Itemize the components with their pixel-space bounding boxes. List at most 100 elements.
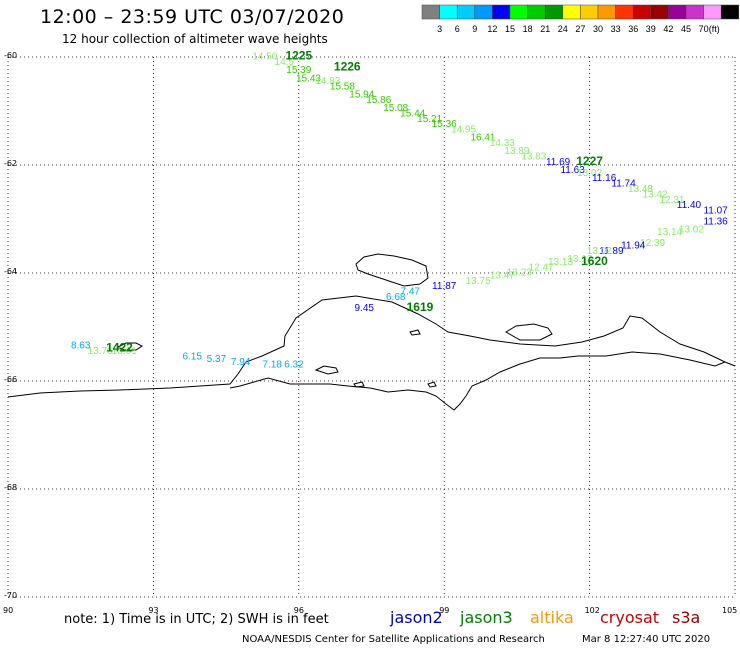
longitude-label: 93: [148, 606, 159, 615]
ice-lobe: [353, 381, 365, 388]
wave-height-value: 15.36: [432, 119, 457, 130]
longitude-label: 90: [3, 606, 14, 615]
wave-height-value: 15.86: [366, 95, 391, 106]
footer-credit: NOAA/NESDIS Center for Satellite Applica…: [242, 634, 545, 645]
latitude-label: -68: [4, 483, 18, 492]
wave-height-value: 13.02: [577, 168, 602, 179]
pass-time-labels: 1225 1226 1227 1620 1619 1422: [106, 49, 608, 355]
wave-height-observations: 14.5014.515.3915.4314.8315.5815.9415.861…: [71, 52, 728, 371]
wave-height-value: 13.76: [88, 346, 113, 357]
footer-timestamp: Mar 8 12:27:40 UTC 2020: [582, 634, 711, 645]
wave-height-value: 13.75: [466, 276, 491, 287]
longitude-label: 105: [722, 606, 738, 615]
satellite-label-cryosat: cryosat: [600, 608, 660, 627]
wave-height-value: 12.39: [640, 238, 665, 249]
pass-time-label: 1226: [334, 60, 361, 74]
wave-height-value: 11.36: [703, 216, 728, 227]
wave-height-value: 11.87: [432, 281, 457, 292]
wave-height-value: 5.37: [207, 354, 227, 365]
wave-height-value: 8.63: [71, 341, 91, 352]
colorbar-tick-label: 24: [558, 24, 568, 34]
wave-height-value: 11.89: [599, 246, 624, 257]
colorbar-tick-label: 36: [628, 24, 638, 34]
wave-height-value: 13.47: [490, 270, 515, 281]
wave-height-value: 15.94: [349, 90, 374, 101]
latitude-label: -70: [4, 591, 18, 600]
wave-height-value: 13.14: [657, 227, 682, 238]
longitude-label: 96: [293, 606, 304, 615]
latitude-label: -66: [4, 375, 18, 384]
wave-height-value: 11.74: [611, 179, 636, 190]
colorbar-tick-label: 3: [437, 24, 442, 34]
map-title: 12:00 – 23:59 UTC 03/07/2020: [40, 6, 345, 28]
pass-time-label: 1225: [285, 49, 312, 63]
wave-height-colorbar: 3 6 9 12 15 18 21 24 27 30 33 36 39 42 45 70 (ft): [421, 4, 740, 34]
colorbar-tick-label: 39: [646, 24, 656, 34]
wave-height-value: 13.89: [504, 146, 529, 157]
wave-height-value: 15.08: [383, 103, 408, 114]
pass-time-label: 1422: [106, 340, 133, 354]
wave-height-value: 15.58: [330, 81, 355, 92]
wave-height-value: 11.63: [560, 165, 585, 176]
colorbar-tick-label: 30: [593, 24, 603, 34]
longitude-label: 102: [584, 606, 600, 615]
wave-height-value: 16.41: [470, 133, 495, 144]
ice-lobe: [427, 381, 437, 388]
colorbar-swatch: [720, 4, 740, 20]
wave-height-value: 11.40: [677, 200, 702, 211]
wave-height-value: 14.95: [451, 125, 476, 136]
wave-height-value: 6.32: [284, 360, 304, 371]
pass-time-label: 1619: [407, 300, 434, 314]
wave-height-value: 11.94: [621, 241, 646, 252]
footer-note: note: 1) Time is in UTC; 2) SWH is in fe…: [64, 612, 329, 627]
colorbar-unit: (ft): [709, 24, 720, 34]
latitude-label: -60: [4, 51, 18, 60]
wave-height-value: 7.94: [231, 357, 251, 368]
satellite-label-jason3: jason3: [460, 608, 513, 627]
colorbar-tick-label: 70: [699, 24, 709, 34]
colorbar-tick-label: 6: [455, 24, 460, 34]
wave-height-value: 13.48: [628, 184, 653, 195]
graticule: [7, 56, 736, 598]
colorbar-tick-label: 27: [575, 24, 585, 34]
wave-height-value: 11.16: [592, 173, 617, 184]
ice-lobe: [409, 329, 421, 336]
wave-height-value: 13.42: [643, 189, 668, 200]
colorbar-tick-label: 15: [505, 24, 515, 34]
colorbar-tick-label: 12: [487, 24, 497, 34]
wave-height-value: 14.50: [252, 52, 277, 63]
island-east: [505, 323, 553, 341]
wave-height-value: 13.02: [587, 246, 612, 257]
wave-height-value: 11.07: [703, 206, 728, 217]
satellite-label-s3a: s3a: [672, 608, 701, 627]
wave-height-value: 7.18: [262, 360, 282, 371]
latitude-label: -64: [4, 267, 18, 276]
latitude-label: -62: [4, 159, 18, 168]
map-subtitle: 12 hour collection of altimeter wave hei…: [62, 32, 328, 46]
colorbar-tick-label: 21: [540, 24, 550, 34]
pass-time-label: 1620: [581, 254, 608, 268]
wave-height-value: 9.45: [354, 303, 374, 314]
wave-height-value: 14.5: [275, 57, 295, 68]
wave-height-value: 13.01: [112, 346, 137, 357]
wave-height-value: 12.47: [529, 262, 554, 273]
wave-height-value: 13.23: [507, 268, 532, 279]
wave-height-value: 13.02: [679, 225, 704, 236]
wave-height-value: 14.83: [315, 76, 340, 87]
coastline: [7, 253, 736, 411]
colorbar-tick-label: 9: [472, 24, 477, 34]
colorbar-tick-label: 45: [681, 24, 691, 34]
satellite-label-altika: altika: [530, 608, 574, 627]
wave-height-value: 15.21: [417, 114, 442, 125]
pass-time-label: 1227: [576, 154, 603, 168]
wave-height-value: 13.13: [548, 257, 573, 268]
wave-height-value: 6.68: [386, 292, 406, 303]
wave-height-value: 13.83: [521, 152, 546, 163]
wave-height-value: 15.43: [296, 73, 321, 84]
wave-height-value: 7.47: [401, 287, 421, 298]
colorbar-tick-label: 42: [663, 24, 673, 34]
coastline-main: [7, 295, 736, 411]
wave-height-value: 15.44: [400, 108, 425, 119]
wave-height-value: 6.15: [182, 351, 202, 362]
